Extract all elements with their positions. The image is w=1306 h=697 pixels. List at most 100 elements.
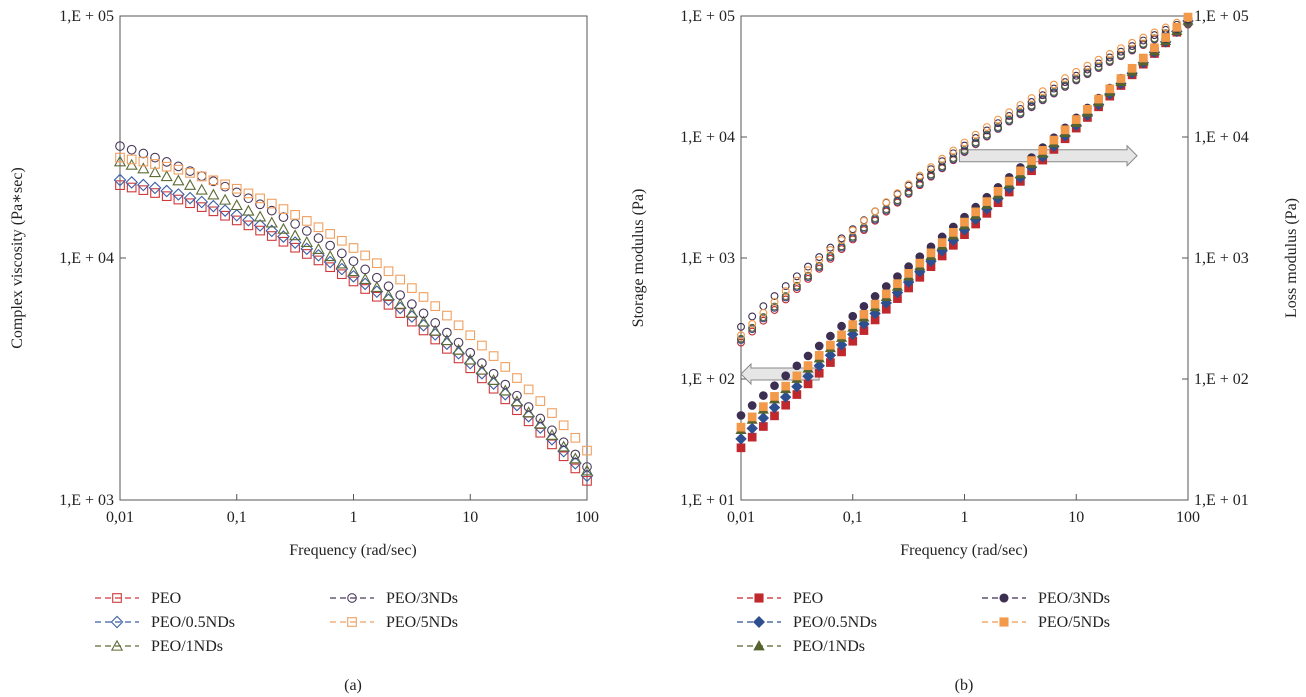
storage-point: [893, 279, 902, 288]
panel-b-x-tick-label: 1: [961, 509, 969, 526]
data-point: [580, 469, 594, 483]
data-point: [160, 170, 173, 182]
data-point: [208, 175, 219, 186]
panel-a-y-tick-label: 1,E + 03: [59, 492, 114, 509]
data-point: [336, 248, 347, 259]
legend-label: PEO/5NDs: [1038, 614, 1110, 631]
data-point: [359, 272, 372, 284]
data-point: [360, 250, 371, 261]
panel-b-y-tick-label: 1,E + 02: [1194, 371, 1249, 388]
storage-point: [937, 238, 947, 247]
data-point: [150, 152, 160, 163]
loss-point: [982, 130, 991, 139]
loss-point: [904, 180, 913, 189]
loss-point: [871, 207, 880, 216]
loss-point: [1116, 47, 1125, 56]
loss-point: [960, 146, 969, 155]
data-point: [277, 230, 290, 243]
data-point: [126, 144, 137, 155]
panel-a-y-ticks: 1,E + 03 1,E + 04 1,E + 05: [59, 8, 126, 509]
loss-point: [1049, 84, 1058, 93]
data-point: [278, 204, 289, 214]
panel-a-y-label: Complex viscosity (Pa∗sec): [9, 167, 26, 349]
data-point: [265, 216, 278, 228]
panel-b-y-tick-label: 1,E + 03: [680, 250, 735, 267]
storage-point: [960, 217, 969, 227]
data-point: [288, 236, 302, 249]
storage-point: [1038, 145, 1048, 155]
panel-a-x-tick-label: 0,01: [106, 509, 134, 526]
data-point: [148, 181, 162, 195]
data-point: [195, 195, 209, 209]
storage-point: [1016, 166, 1025, 176]
loss-point: [781, 292, 790, 301]
storage-point: [1105, 84, 1115, 94]
loss-point: [1005, 108, 1014, 117]
data-point: [430, 318, 441, 328]
data-point: [383, 266, 394, 277]
loss-point: [792, 281, 801, 290]
data-point: [371, 291, 382, 302]
data-point: [382, 289, 395, 301]
panel-b-y-tick-label: 1,E + 02: [680, 371, 735, 388]
loss-point: [1128, 42, 1137, 50]
data-point: [348, 256, 359, 267]
storage-point: [870, 299, 880, 309]
storage-point: [735, 433, 747, 445]
storage-point: [1060, 125, 1070, 135]
loss-point: [848, 226, 857, 235]
legend-marker: [999, 617, 1009, 627]
data-point: [582, 462, 592, 472]
data-point: [383, 299, 394, 310]
data-point: [290, 210, 300, 220]
data-point: [183, 178, 197, 190]
storage-point: [747, 432, 757, 442]
data-point: [312, 242, 325, 254]
storage-point: [848, 320, 858, 329]
storage-point: [915, 258, 925, 268]
series-peo-0-5nds: [113, 173, 594, 483]
data-point: [453, 337, 464, 348]
loss-point: [815, 253, 824, 261]
storage-point: [779, 391, 792, 403]
data-point: [570, 463, 581, 474]
data-point: [185, 168, 195, 178]
data-point: [115, 180, 125, 191]
loss-point: [1038, 91, 1047, 100]
storage-point: [1094, 94, 1103, 104]
data-point: [230, 208, 244, 222]
loss-point: [748, 327, 757, 336]
data-point: [137, 162, 150, 174]
legend-item: PEO/0.5NDs: [95, 614, 235, 631]
storage-point: [1150, 43, 1159, 53]
panel-b-x-ticks: 0,01 0,1 1 10 100: [727, 494, 1200, 526]
loss-point: [1027, 94, 1036, 102]
loss-point: [759, 313, 768, 322]
data-point: [418, 308, 429, 319]
storage-point: [803, 351, 813, 361]
storage-point: [813, 360, 825, 372]
storage-point: [757, 412, 770, 424]
legend-marker: [999, 593, 1009, 603]
storage-point: [792, 361, 802, 371]
series-peo: [115, 180, 592, 486]
data-point: [488, 351, 499, 361]
data-point: [558, 437, 569, 448]
storage-point: [881, 289, 891, 299]
data-point: [488, 368, 499, 379]
legend-item: PEO/3NDs: [330, 590, 458, 607]
data-point: [150, 159, 160, 169]
loss-point: [1128, 38, 1137, 47]
data-point: [475, 363, 489, 375]
storage-point: [835, 339, 848, 351]
panel-b-x-label: Frequency (rad/sec): [900, 542, 1028, 559]
storage-point: [791, 380, 803, 393]
loss-point: [882, 198, 891, 207]
loss-point: [960, 138, 969, 147]
loss-point: [815, 261, 824, 270]
loss-point: [1061, 78, 1070, 87]
loss-point: [1027, 98, 1036, 106]
data-point: [465, 330, 476, 341]
loss-point: [927, 165, 935, 174]
storage-point: [1027, 156, 1036, 165]
